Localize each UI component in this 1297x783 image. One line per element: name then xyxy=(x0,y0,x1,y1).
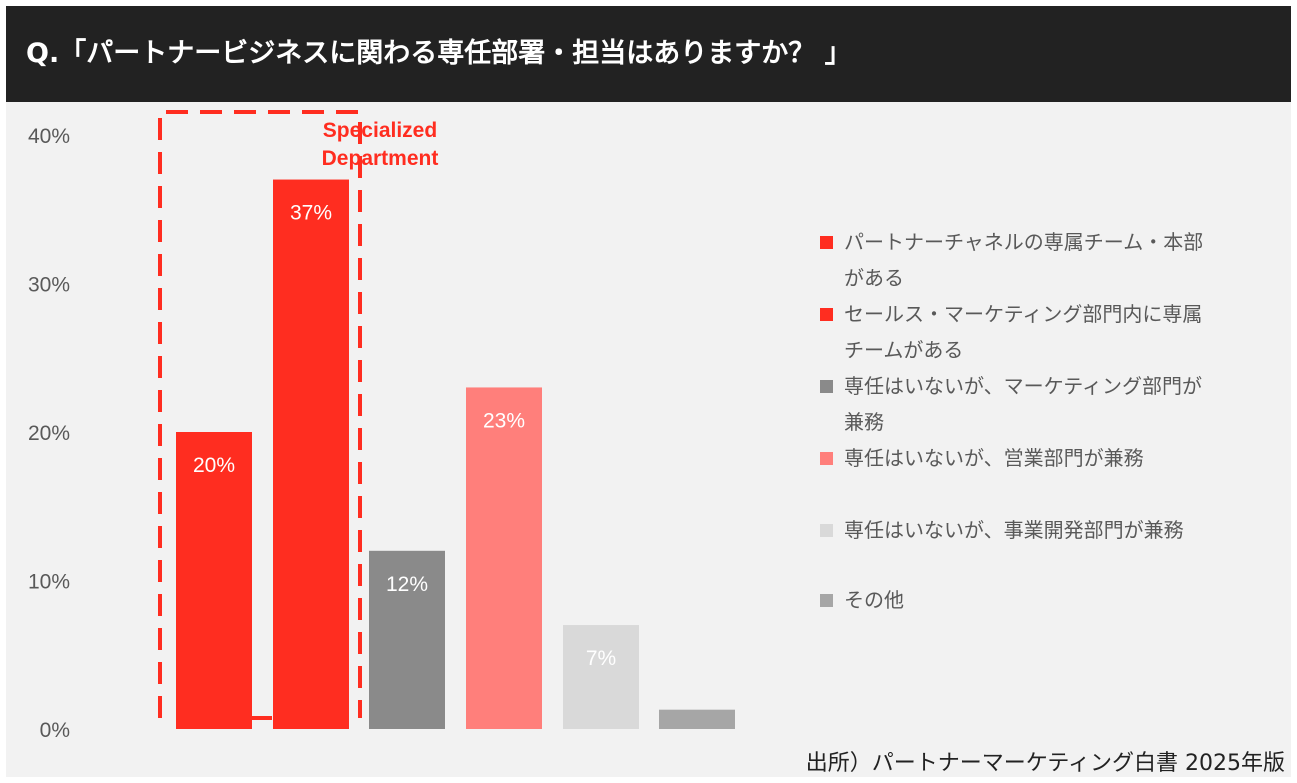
y-tick-label: 30% xyxy=(28,274,70,297)
bar xyxy=(273,179,349,730)
chart-title: Q.「パートナービジネスに関わる専任部署・担当はありますか？ 」 xyxy=(6,6,1291,102)
bar xyxy=(466,387,542,729)
legend-swatch xyxy=(820,452,833,465)
bar xyxy=(369,550,445,729)
bar xyxy=(659,709,735,729)
legend-label: 兼務 xyxy=(844,410,884,434)
legend-label: 専任はいないが、事業開発部門が兼務 xyxy=(844,518,1184,542)
legend-item: 専任はいないが、マーケティング部門が 兼務 xyxy=(820,368,1297,440)
y-tick-label: 0% xyxy=(40,719,70,742)
legend-label: がある xyxy=(844,266,904,290)
source-note: 出所）パートナーマーケティング白書 2025年版 xyxy=(805,751,1285,776)
legend-item: セールス・マーケティング部門内に専属 チームがある xyxy=(820,296,1297,368)
data-label: 7% xyxy=(586,647,616,670)
dashed-highlight-box xyxy=(158,110,362,718)
bar xyxy=(176,432,252,729)
legend-item: 専任はいないが、事業開発部門が兼務 xyxy=(820,512,1297,548)
y-tick-label: 10% xyxy=(28,571,70,594)
legend-item: 専任はいないが、営業部門が兼務 xyxy=(820,440,1297,476)
annotation-label: Department xyxy=(322,147,439,170)
legend-label: パートナーチャネルの専属チーム・本部 xyxy=(844,230,1204,254)
legend-item: パートナーチャネルの専属チーム・本部 がある xyxy=(820,224,1297,296)
legend-label: 専任はいないが、マーケティング部門が xyxy=(844,374,1202,398)
y-tick-label: 20% xyxy=(28,422,70,445)
legend-label: 専任はいないが、営業部門が兼務 xyxy=(844,446,1144,470)
legend-swatch xyxy=(820,524,833,537)
legend-swatch xyxy=(820,308,833,321)
legend-swatch xyxy=(820,236,833,249)
data-label: 37% xyxy=(290,202,332,225)
y-tick-label: 40% xyxy=(28,125,70,148)
legend-label: チームがある xyxy=(844,338,964,362)
legend-swatch xyxy=(820,380,833,393)
legend-swatch xyxy=(820,594,833,607)
annotation-label: Specialized xyxy=(323,119,437,142)
legend-label: セールス・マーケティング部門内に専属 xyxy=(844,302,1203,326)
legend-label: その他 xyxy=(844,588,904,612)
legend-item: その他 xyxy=(820,582,1297,618)
data-label: 20% xyxy=(193,454,235,477)
bar xyxy=(563,625,639,729)
data-label: 23% xyxy=(483,409,525,432)
data-label: 12% xyxy=(386,573,428,596)
